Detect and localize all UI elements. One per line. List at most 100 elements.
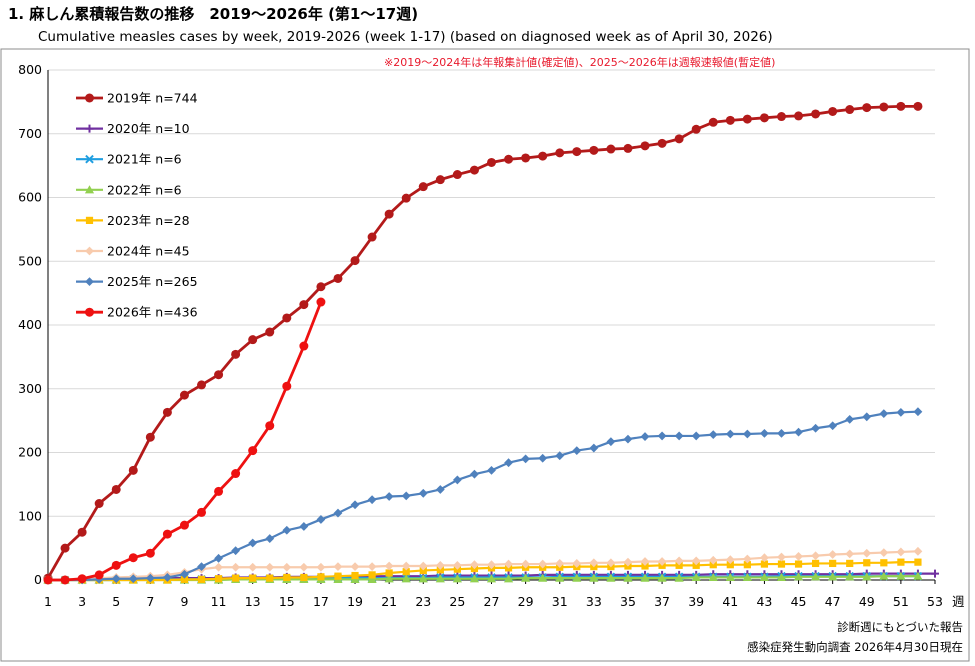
data-point — [589, 573, 599, 582]
data-point — [692, 561, 700, 569]
footnote-basis: 診断週にもとづいた報告 — [837, 620, 963, 634]
data-point — [452, 170, 462, 180]
data-point — [145, 548, 155, 558]
x-tick-label: 13 — [245, 594, 261, 609]
data-point — [657, 138, 667, 148]
y-tick-label: 700 — [18, 126, 42, 141]
data-point — [675, 561, 683, 569]
data-point — [401, 491, 411, 501]
data-point — [94, 499, 104, 508]
data-point — [589, 145, 599, 155]
data-point — [283, 573, 291, 582]
data-point — [299, 562, 309, 572]
data-point — [691, 124, 701, 134]
data-point — [334, 572, 342, 580]
data-point — [880, 559, 888, 567]
data-point — [760, 428, 769, 438]
data-point — [794, 427, 803, 437]
data-point — [418, 488, 428, 498]
legend-item: 2019年 n=744 — [76, 91, 198, 106]
data-point — [111, 484, 121, 494]
data-point — [282, 381, 292, 391]
data-point — [299, 522, 309, 531]
data-point — [862, 103, 872, 113]
data-point — [162, 407, 172, 417]
data-point — [77, 527, 87, 537]
x-tick-label: 51 — [893, 594, 909, 609]
data-point — [743, 561, 751, 569]
legend-label: 2024年 n=45 — [107, 244, 190, 259]
data-point — [452, 560, 462, 570]
data-point — [589, 443, 599, 453]
data-point — [435, 175, 445, 185]
data-point — [555, 451, 565, 461]
data-point — [316, 282, 326, 292]
data-point — [811, 551, 820, 561]
data-point — [913, 571, 923, 580]
legend-label: 2023年 n=28 — [107, 213, 190, 228]
data-point — [589, 558, 599, 568]
data-point — [674, 556, 684, 566]
data-point — [232, 574, 240, 582]
data-point — [214, 553, 223, 563]
data-point — [555, 573, 565, 582]
data-point — [248, 446, 258, 456]
data-point — [742, 429, 752, 439]
data-point — [708, 572, 718, 582]
data-point — [708, 555, 718, 565]
x-tick-label: 5 — [112, 594, 120, 609]
data-point — [811, 109, 821, 119]
legend-label: 2021年 n=6 — [107, 152, 182, 167]
data-point — [180, 575, 189, 583]
data-point — [350, 562, 360, 572]
data-point — [538, 559, 548, 569]
data-point — [60, 575, 70, 585]
series-7 — [43, 297, 326, 585]
x-tick-label: 39 — [688, 594, 704, 609]
data-point — [914, 558, 922, 566]
data-point — [128, 553, 138, 563]
data-point — [829, 559, 837, 568]
legend-swatch-marker — [85, 246, 94, 256]
legend-label: 2020年 n=10 — [107, 121, 190, 136]
data-point — [214, 575, 223, 583]
data-point — [128, 465, 138, 475]
data-point — [759, 113, 769, 123]
legend-swatch-marker — [85, 216, 94, 224]
data-point — [521, 559, 531, 569]
data-point — [572, 559, 582, 568]
data-point — [862, 548, 872, 558]
data-point — [333, 562, 343, 572]
data-point — [282, 562, 292, 572]
series-6 — [43, 407, 923, 585]
legend-item: 2025年 n=265 — [76, 274, 198, 289]
data-point — [760, 553, 769, 563]
data-point — [486, 574, 497, 583]
data-point — [418, 574, 428, 583]
y-tick-label: 400 — [18, 317, 42, 332]
data-source-note: ※2019～2024年は年報集計値(確定値)、2025～2026年は週報速報値(… — [384, 55, 775, 69]
data-point — [401, 574, 411, 583]
footnote-survey: 感染症発生動向調査 2026年4月30日現在 — [747, 640, 963, 654]
data-point — [418, 182, 428, 192]
data-point — [674, 134, 684, 144]
data-point — [402, 568, 410, 576]
x-tick-label: 31 — [552, 594, 568, 609]
data-point — [606, 558, 616, 568]
series-line — [48, 410, 918, 582]
data-point — [248, 538, 258, 548]
data-point — [111, 560, 121, 570]
x-tick-label: 23 — [415, 594, 431, 609]
data-point — [555, 148, 565, 158]
x-tick-label: 33 — [586, 594, 602, 609]
data-point — [452, 475, 462, 485]
data-point — [742, 114, 752, 124]
data-point — [623, 573, 633, 582]
legend-label: 2026年 n=436 — [107, 305, 198, 320]
data-point — [572, 573, 582, 582]
data-point — [384, 492, 394, 501]
x-tick-label: 41 — [722, 594, 738, 609]
data-point — [606, 573, 616, 582]
data-point — [845, 105, 855, 115]
